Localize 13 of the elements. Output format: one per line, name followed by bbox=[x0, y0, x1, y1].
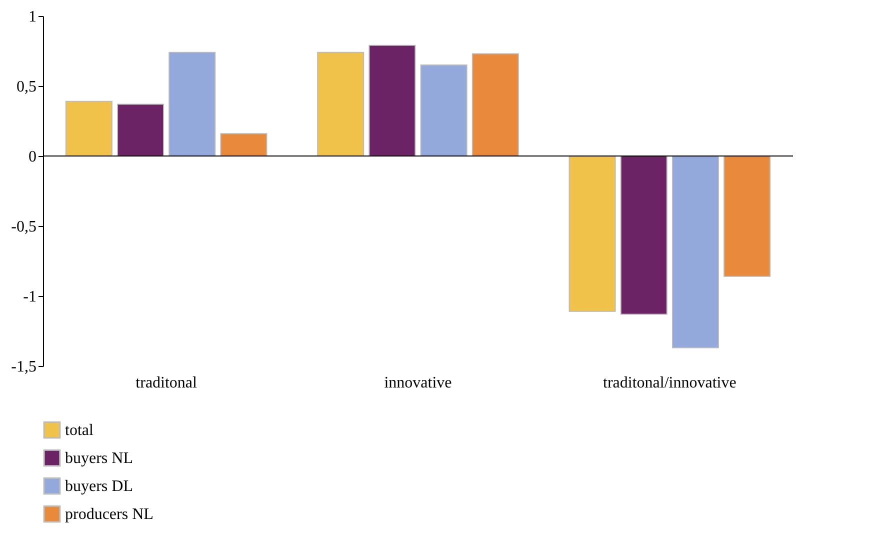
legend-label: buyers DL bbox=[65, 478, 133, 495]
y-tick-label: 0 bbox=[28, 148, 36, 166]
y-tick-label: -1 bbox=[23, 288, 36, 306]
x-tick-label: traditonal bbox=[136, 374, 198, 392]
x-tick-label: innovative bbox=[384, 374, 452, 392]
y-tick-label: 0,5 bbox=[16, 78, 36, 96]
legend-label: total bbox=[65, 422, 94, 439]
legend-label: buyers NL bbox=[65, 450, 133, 467]
y-tick-label: -1,5 bbox=[11, 358, 36, 376]
x-tick-label: traditonal/innovative bbox=[603, 374, 736, 392]
y-tick-label: -0,5 bbox=[11, 218, 36, 236]
legend-label: producers NL bbox=[65, 506, 154, 523]
y-tick-label: 1 bbox=[28, 8, 36, 26]
